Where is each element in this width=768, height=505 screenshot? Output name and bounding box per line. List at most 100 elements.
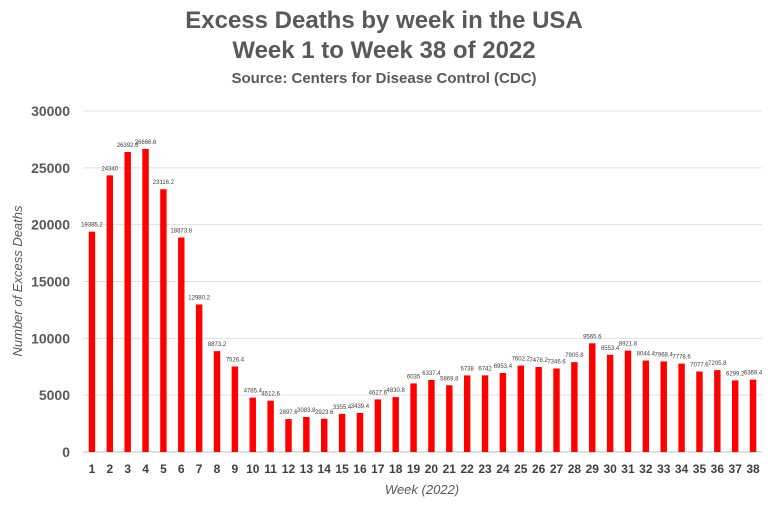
data-label: 7602.2 [512,357,531,363]
bar [321,418,328,452]
x-tick-label: 20 [425,462,439,476]
y-axis-label: Number of Excess Deaths [10,205,25,357]
data-label: 7478.2 [529,358,548,364]
x-tick-label: 6 [178,462,185,476]
data-label: 24340 [101,166,118,172]
x-tick-label: 7 [196,462,203,476]
x-tick-label: 15 [335,462,349,476]
y-axis-ticks: 0 5000 10000 15000 20000 25000 30000 [31,103,70,460]
y-tick-label: 0 [62,444,70,460]
x-tick-label: 21 [443,462,457,476]
y-tick-label: 25000 [31,160,70,176]
data-label: 6742 [478,366,492,372]
data-label: 26666.6 [135,140,157,146]
y-tick-label: 15000 [31,274,70,290]
data-label: 7205.8 [708,361,727,367]
x-tick-label: 3 [124,462,131,476]
bar [642,360,650,452]
bar [231,366,239,452]
x-tick-label: 9 [232,462,239,476]
bar [660,361,667,452]
bar [124,152,131,452]
x-tick-label: 25 [514,462,528,476]
data-label: 3083.8 [297,408,316,414]
x-tick-label: 29 [586,462,600,476]
x-tick-label: 2 [106,462,113,476]
x-tick-label: 5 [160,462,167,476]
y-tick-label: 30000 [31,103,70,119]
y-tick-label: 20000 [31,217,70,233]
bar [696,371,703,452]
x-tick-label: 13 [300,462,314,476]
data-label: 3439.4 [351,404,370,410]
bar [338,413,346,452]
x-tick-label: 27 [550,462,564,476]
data-label: 6953.4 [494,364,513,370]
bar [499,372,507,452]
x-tick-label: 26 [532,462,546,476]
bar [535,366,542,452]
x-tick-label: 24 [496,462,510,476]
bar [463,375,471,452]
data-label: 3355.4 [333,405,352,411]
data-label: 7905.8 [565,353,584,359]
bar [285,419,292,452]
data-label: 7778.6 [672,355,691,361]
bar [356,412,364,452]
bar [267,400,274,452]
data-label: 8921.8 [619,342,638,348]
x-tick-label: 19 [407,462,421,476]
x-tick-label: 33 [657,462,671,476]
x-tick-label: 14 [318,462,332,476]
x-tick-label: 10 [246,462,260,476]
data-label: 8553.4 [601,346,620,352]
x-tick-label: 37 [729,462,743,476]
bar [160,189,167,453]
x-tick-label: 4 [142,462,149,476]
x-tick-label: 23 [478,462,492,476]
bar [589,343,596,452]
x-tick-label: 31 [621,462,635,476]
data-label: 6035 [407,374,421,380]
bars [88,148,757,453]
bar [195,304,203,452]
x-tick-label: 28 [568,462,582,476]
bar [553,368,560,452]
chart-title-block: Excess Deaths by week in the USA Week 1 … [0,6,768,90]
x-tick-label: 34 [675,462,689,476]
bar [392,397,399,452]
data-label: 18873.8 [170,228,192,234]
x-tick-label: 22 [460,462,474,476]
bar [606,354,614,452]
bar [481,375,489,452]
bar [571,362,578,452]
chart-title: Excess Deaths by week in the USA [185,7,583,34]
bar [624,350,632,452]
data-label: 8044.4 [637,352,656,358]
bar [714,370,721,452]
data-label: 6299.2 [726,371,745,377]
bar [178,237,185,452]
data-label: 7526.4 [226,357,245,363]
x-axis-label: Week (2022) [385,482,459,497]
data-label: 2923.6 [315,410,334,416]
x-tick-label: 16 [353,462,367,476]
data-label: 23116.2 [153,180,175,186]
bar [517,365,524,452]
x-axis-ticks: 1 2 3 4 5 6 7 8 9 10 11 12 13 14 15 16 17 18 19 20 21 22 23 24 2… [89,462,760,476]
data-label: 12980.2 [188,295,210,301]
data-label: 5869.8 [440,376,459,382]
bar [88,231,96,452]
bar [303,416,310,452]
x-tick-label: 11 [264,462,277,476]
data-label: 8873.2 [208,342,227,348]
bar [106,175,114,452]
data-label: 7077.6 [690,363,709,369]
bar [213,351,221,452]
data-label: 2897.6 [279,410,298,416]
y-tick-label: 5000 [39,387,70,403]
x-tick-label: 8 [214,462,221,476]
data-label: 7968.4 [655,352,674,358]
x-tick-label: 17 [371,462,385,476]
x-tick-label: 32 [639,462,653,476]
